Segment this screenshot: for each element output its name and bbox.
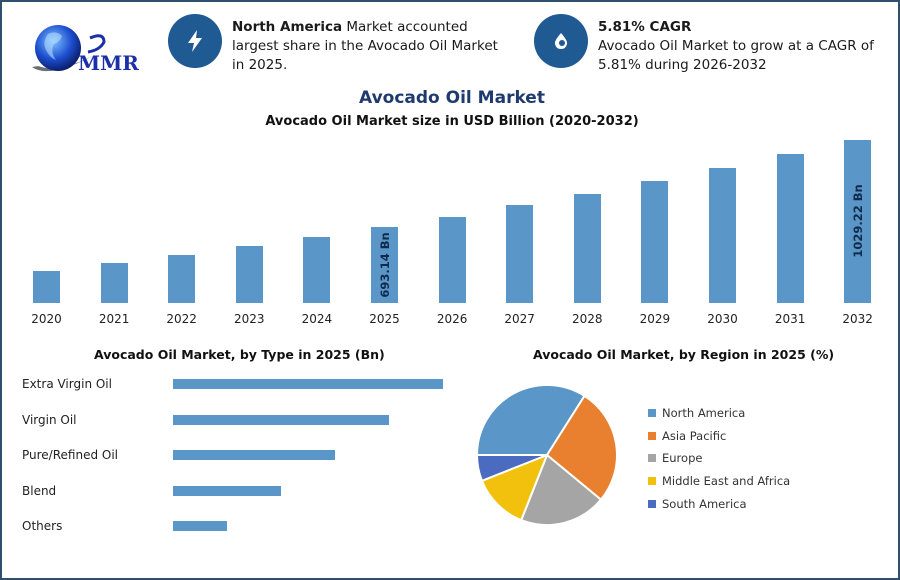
legend-item: South America [648,492,790,515]
x-tick-label: 2031 [774,312,806,326]
region-legend: North America Asia Pacific Europe Middle Ea… [648,402,790,515]
x-tick-label: 2020 [31,312,62,326]
type-bar [173,521,227,532]
type-bar [173,379,443,389]
legend-label: Asia Pacific [662,428,727,443]
category-label: Others [22,519,63,534]
bar-value-label: 1029.22 Bn [850,184,865,259]
market-size-bar-chart: 693.14 Bn 1029.22 Bn [20,137,886,303]
category-label: Pure/Refined Oil [22,448,118,463]
bar-2021 [100,263,128,303]
x-tick-label: 2027 [504,312,535,326]
x-tick-label: 2030 [707,312,738,326]
region-chart-title: Avocado Oil Market, by Region in 2025 (%… [533,347,835,362]
bar-value-label: 693.14 Bn [377,232,392,298]
legend-item: North America [648,402,790,425]
globe-icon: MMR [32,25,139,75]
bar-2022 [168,254,196,303]
bar-2020 [33,271,60,303]
x-tick-label: 2032 [842,312,873,326]
type-bar [173,450,335,461]
lightning-icon [168,14,222,68]
chart-title: Avocado Oil Market [359,88,545,108]
bar-2023 [235,246,263,303]
bar-2025: 693.14 Bn [371,226,398,303]
x-tick-label: 2021 [98,312,130,326]
pie-slice [480,453,549,522]
x-tick-label: 2025 [369,312,400,326]
x-tick-label: 2022 [166,312,197,326]
legend-item: Europe [648,447,790,470]
bar-2027 [506,205,534,303]
legend-swatch [648,431,656,440]
legend-item: Asia Pacific [648,425,790,448]
bar-2028 [573,193,601,303]
highlight-text: 5.81% CAGR Avocado Oil Market to grow at … [598,19,874,73]
type-bar [173,414,389,425]
chart-subtitle: Avocado Oil Market size in USD Billion (… [265,114,639,129]
legend-swatch [648,409,656,418]
pie-slice [476,454,548,483]
x-tick-label: 2028 [572,312,603,326]
type-chart-title: Avocado Oil Market, by Type in 2025 (Bn) [94,347,385,362]
svg-text:MMR: MMR [78,51,139,75]
category-label: Extra Virgin Oil [22,377,112,391]
bar-2030 [709,168,736,303]
legend-label: North America [662,406,746,421]
region-pie-chart [476,384,618,526]
highlight-north-america: North America Market accounted largest s… [168,14,508,75]
legend-label: Europe [662,451,703,466]
category-label: Blend [22,483,57,498]
brand-logo: MMR [30,22,140,82]
legend-label: Middle East and Africa [662,474,791,489]
bar-2029 [641,181,669,303]
legend-item: Middle East and Africa [648,470,790,493]
highlight-cagr: 5.81% CAGR Avocado Oil Market to grow at … [534,14,894,75]
droplet-icon [534,14,588,68]
x-tick-label: 2026 [436,312,468,326]
pie-slice [545,394,618,502]
bar-2031 [776,154,804,303]
legend-swatch [648,477,656,486]
legend-swatch [648,454,656,463]
legend-swatch [648,499,656,508]
legend-label: South America [662,496,747,511]
x-tick-label: 2029 [639,312,671,326]
category-label: Virgin Oil [22,412,77,427]
x-tick-label: 2024 [301,312,333,326]
highlight-text: North America Market accounted largest s… [232,19,498,73]
bar-2026 [438,216,466,303]
bar-2024 [303,236,331,303]
pie-slice [519,453,603,526]
x-tick-label: 2023 [234,312,265,326]
bar-2032: 1029.22 Bn [844,139,872,303]
type-bar [173,485,281,496]
